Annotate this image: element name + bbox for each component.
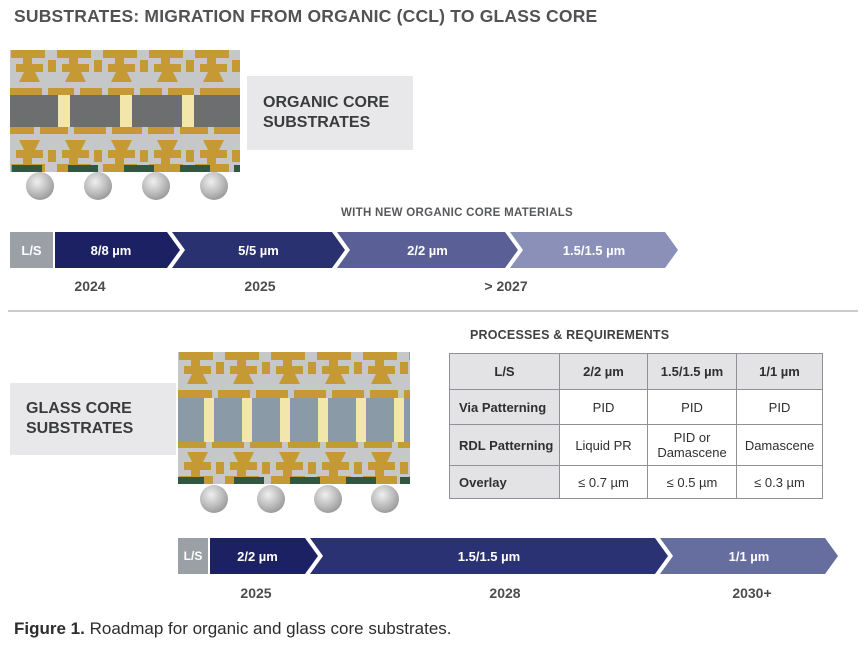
via-patterning-1-1: PID bbox=[736, 389, 823, 425]
figure-caption-text: Roadmap for organic and glass core subst… bbox=[84, 619, 452, 638]
overlay-1p5: ≤ 0.5 µm bbox=[647, 465, 737, 499]
glass-roadmap-timeline: L/S 2/2 µm 1.5/1.5 µm 1/1 µm bbox=[0, 538, 865, 574]
year-gt-2027: > 2027 bbox=[484, 278, 528, 294]
roadmap-arrow-2-2um: 2/2 µm bbox=[210, 538, 318, 574]
glass-core-substrates-text: GLASS CORE SUBSTRATES bbox=[26, 399, 134, 437]
solder-balls bbox=[26, 172, 228, 200]
ls-legend-box: L/S bbox=[10, 232, 53, 268]
roadmap-arrow-5-5um: 5/5 µm bbox=[172, 232, 345, 268]
organic-roadmap-timeline: L/S 8/8 µm 5/5 µm 2/2 µm 1.5/1.5 µm bbox=[0, 232, 865, 268]
roadmap-arrow-1-1um: 1/1 µm bbox=[660, 538, 838, 574]
processes-requirements-table: L/S 2/2 µm 1.5/1.5 µm 1/1 µm Via Pattern… bbox=[449, 353, 823, 499]
table-header-1p5um: 1.5/1.5 µm bbox=[647, 353, 737, 390]
roadmap-arrow-8-8um: 8/8 µm bbox=[55, 232, 180, 268]
row-label-overlay: Overlay bbox=[449, 465, 560, 499]
solder-balls bbox=[200, 485, 399, 513]
table-header-2-2um: 2/2 µm bbox=[559, 353, 648, 390]
roadmap-arrow-1p5-1p5um: 1.5/1.5 µm bbox=[310, 538, 668, 574]
roadmap-arrow-1p5-1p5um: 1.5/1.5 µm bbox=[510, 232, 678, 268]
table-header-ls: L/S bbox=[449, 353, 560, 390]
figure-caption-prefix: Figure 1. bbox=[14, 619, 85, 638]
year-2030-plus: 2030+ bbox=[732, 585, 772, 601]
table-row-rdl-patterning: RDL Patterning Liquid PR PID or Damascen… bbox=[449, 424, 823, 466]
figure-caption: Figure 1. Roadmap for organic and glass … bbox=[14, 619, 452, 639]
year-2028: 2028 bbox=[489, 585, 521, 601]
solder-mask-strips bbox=[178, 477, 410, 484]
rdl-patterning-2-2: Liquid PR bbox=[559, 424, 648, 466]
year-2025: 2025 bbox=[244, 278, 276, 294]
row-label-via-patterning: Via Patterning bbox=[449, 389, 560, 425]
table-row-via-patterning: Via Patterning PID PID PID bbox=[449, 389, 823, 425]
year-2025: 2025 bbox=[240, 585, 272, 601]
rdl-patterning-1-1: Damascene bbox=[736, 424, 823, 466]
row-label-rdl-patterning: RDL Patterning bbox=[449, 424, 560, 466]
section-divider bbox=[8, 310, 858, 312]
overlay-1-1: ≤ 0.3 µm bbox=[736, 465, 823, 499]
table-header-row: L/S 2/2 µm 1.5/1.5 µm 1/1 µm bbox=[449, 353, 823, 390]
table-title: PROCESSES & REQUIREMENTS bbox=[470, 328, 670, 342]
year-2024: 2024 bbox=[74, 278, 106, 294]
table-header-1-1um: 1/1 µm bbox=[736, 353, 823, 390]
organic-timeline-note: WITH NEW ORGANIC CORE MATERIALS bbox=[340, 207, 574, 219]
glass-substrate-cross-section-illustration bbox=[178, 352, 410, 513]
page-title: SUBSTRATES: MIGRATION FROM ORGANIC (CCL)… bbox=[14, 6, 598, 26]
solder-mask-strips bbox=[12, 165, 240, 172]
rdl-patterning-1p5: PID or Damascene bbox=[647, 424, 737, 466]
glass-core-substrates-label: GLASS CORE SUBSTRATES bbox=[10, 383, 176, 455]
roadmap-arrow-2-2um: 2/2 µm bbox=[337, 232, 518, 268]
via-patterning-1p5: PID bbox=[647, 389, 737, 425]
via-patterning-2-2: PID bbox=[559, 389, 648, 425]
overlay-2-2: ≤ 0.7 µm bbox=[559, 465, 648, 499]
organic-substrate-cross-section-illustration bbox=[10, 50, 240, 200]
organic-core-substrates-text: ORGANIC CORE SUBSTRATES bbox=[263, 93, 390, 131]
ls-legend-box: L/S bbox=[178, 538, 208, 574]
table-row-overlay: Overlay ≤ 0.7 µm ≤ 0.5 µm ≤ 0.3 µm bbox=[449, 465, 823, 499]
organic-core-substrates-label: ORGANIC CORE SUBSTRATES bbox=[247, 76, 413, 150]
